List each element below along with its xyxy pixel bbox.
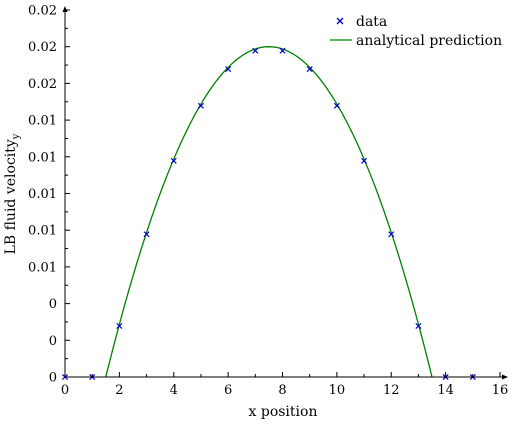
data-point-8 bbox=[279, 47, 286, 54]
y-axis-arrow bbox=[62, 6, 68, 12]
data-point-12 bbox=[388, 231, 395, 238]
legend: data analytical prediction bbox=[330, 14, 502, 49]
data-point-10 bbox=[333, 102, 340, 109]
y-tick-label-8: 0.02 bbox=[28, 77, 57, 92]
data-point-13 bbox=[415, 322, 422, 330]
x-tick-label-7: 14 bbox=[437, 383, 454, 398]
x-tick-label-4: 8 bbox=[278, 383, 286, 398]
data-point-13-stroke-b bbox=[415, 322, 422, 330]
y-axis-label-main: LB fluid velocity bbox=[3, 139, 19, 254]
y-tick-label-7: 0.01 bbox=[28, 114, 57, 129]
data-point-11 bbox=[361, 157, 368, 164]
y-tick-label-3: 0.01 bbox=[28, 260, 57, 275]
data-point-4-stroke-b bbox=[170, 157, 177, 164]
data-point-3-stroke-b bbox=[143, 231, 150, 238]
data-point-9 bbox=[306, 66, 313, 73]
x-tick-label-3: 6 bbox=[224, 383, 232, 398]
data-point-5-stroke-b bbox=[197, 102, 204, 109]
legend-marker-data bbox=[336, 17, 344, 25]
data-point-11-stroke-b bbox=[361, 157, 368, 164]
legend-label-analytical: analytical prediction bbox=[356, 33, 502, 49]
y-tick-label-9: 0.02 bbox=[28, 40, 57, 55]
axes: 0 2 4 6 8 10 12 14 160000.010.010.010.010.010.02… bbox=[28, 4, 508, 399]
y-tick-label-10: 0.02 bbox=[28, 4, 57, 19]
y-tick-label-0: 0 bbox=[49, 371, 57, 386]
x-tick-label-0: 0 bbox=[61, 383, 69, 398]
x-tick-label-8: 16 bbox=[492, 383, 509, 398]
analytical-prediction-line bbox=[105, 46, 433, 378]
y-tick-label-4: 0.01 bbox=[28, 224, 57, 239]
y-axis-label-subscript: y bbox=[11, 133, 22, 140]
x-tick-label-6: 12 bbox=[383, 383, 400, 398]
y-tick-label-2: 0 bbox=[49, 297, 57, 312]
y-tick-label-5: 0.01 bbox=[28, 187, 57, 202]
data-point-6-stroke-b bbox=[225, 66, 232, 73]
plot-area bbox=[61, 46, 476, 381]
y-tick-label-6: 0.01 bbox=[28, 150, 57, 165]
x-tick-label-2: 4 bbox=[170, 383, 178, 398]
y-axis-label: LB fluid velocityy bbox=[3, 133, 22, 254]
data-point-7 bbox=[252, 47, 259, 54]
data-point-2 bbox=[116, 322, 123, 330]
data-point-5 bbox=[197, 102, 204, 109]
x-axis-arrow bbox=[502, 374, 508, 380]
data-point-2-stroke-b bbox=[116, 322, 123, 330]
data-point-12-stroke-b bbox=[388, 231, 395, 238]
data-point-6 bbox=[225, 66, 232, 73]
data-point-4 bbox=[170, 157, 177, 164]
x-axis-label: x position bbox=[249, 404, 318, 420]
data-point-7-stroke-b bbox=[252, 47, 259, 54]
data-point-9-stroke-b bbox=[306, 66, 313, 73]
x-tick-label-5: 10 bbox=[329, 383, 346, 398]
x-tick-label-1: 2 bbox=[115, 383, 123, 398]
data-point-10-stroke-b bbox=[333, 102, 340, 109]
data-point-3 bbox=[143, 231, 150, 238]
legend-label-data: data bbox=[356, 14, 387, 30]
data-point-8-stroke-b bbox=[279, 47, 286, 54]
y-tick-label-1: 0 bbox=[49, 334, 57, 349]
